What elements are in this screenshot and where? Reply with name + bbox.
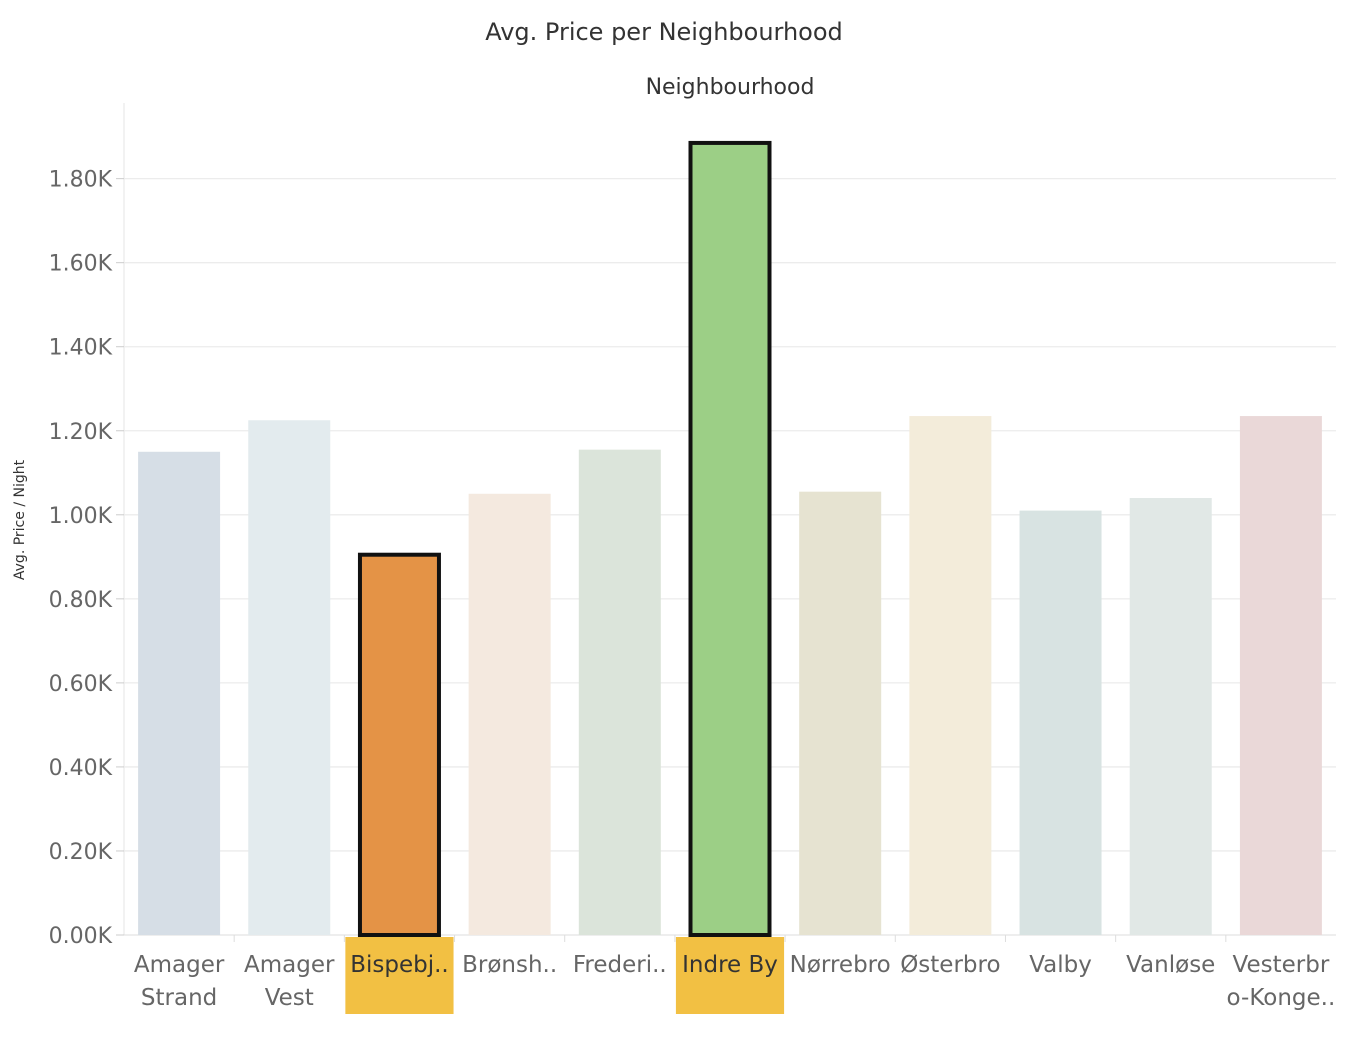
category-label-line: Amager — [134, 952, 225, 978]
bar[interactable] — [468, 493, 551, 935]
y-tick-label: 0.80K — [49, 588, 113, 613]
category-label[interactable]: Amager Strand — [134, 952, 225, 1011]
bar[interactable] — [1239, 416, 1322, 935]
y-tick-label: 1.60K — [49, 252, 113, 277]
y-tick-label: 1.40K — [49, 336, 113, 361]
y-axis-title: Avg. Price / Night — [12, 459, 28, 580]
category-label-line: Indre By — [682, 952, 778, 978]
category-label-line: Vest — [265, 985, 314, 1011]
category-label[interactable]: Indre By — [682, 952, 778, 978]
category-label-line: Østerbro — [900, 952, 1000, 978]
bar[interactable] — [138, 451, 221, 935]
category-label[interactable]: Brønsh.. — [462, 952, 557, 978]
y-axis: 0.00K 0.20K 0.40K 0.60K 0.80K 1.00K 1.20K 1.40K… — [49, 168, 124, 949]
category-label-line: Amager — [244, 952, 335, 978]
bar[interactable] — [799, 491, 882, 935]
y-tick-label: 0.00K — [49, 924, 113, 949]
category-label-line: Valby — [1029, 952, 1092, 978]
bar[interactable] — [688, 140, 772, 937]
category-label[interactable]: Valby — [1029, 952, 1092, 978]
bars — [138, 140, 1322, 937]
column-header-label: Neighbourhood — [646, 75, 815, 100]
bar[interactable] — [909, 416, 992, 935]
bar[interactable] — [1019, 510, 1102, 935]
chart-title: Avg. Price per Neighbourhood — [485, 18, 843, 46]
category-label-line: Bispebj.. — [350, 952, 449, 978]
category-label[interactable]: Frederi.. — [573, 952, 667, 978]
category-label-line: Vesterbr — [1233, 952, 1330, 978]
x-axis: Amager Strand Amager Vest Bispebj.. Brønsh.. F… — [134, 935, 1335, 1014]
category-label[interactable]: Vanløse — [1126, 952, 1215, 978]
bar[interactable] — [248, 420, 331, 935]
category-label[interactable]: Østerbro — [900, 952, 1000, 978]
category-label[interactable]: Bispebj.. — [350, 952, 449, 978]
category-label-highlight — [345, 937, 454, 1014]
y-tick-label: 0.60K — [49, 672, 113, 697]
category-label-line: Vanløse — [1126, 952, 1215, 978]
category-label-line: Strand — [141, 985, 217, 1011]
y-tick-label: 1.80K — [49, 168, 113, 193]
category-label-line: Frederi.. — [573, 952, 667, 978]
category-label-line: o-Konge.. — [1227, 985, 1336, 1011]
bar[interactable] — [1129, 497, 1212, 935]
category-label[interactable]: Amager Vest — [244, 952, 335, 1011]
category-label-highlight — [675, 937, 785, 1014]
y-tick-label: 1.00K — [49, 504, 113, 529]
category-label-line: Nørrebro — [790, 952, 891, 978]
bar[interactable] — [357, 552, 441, 937]
category-label[interactable]: Nørrebro — [790, 952, 891, 978]
category-label-line: Brønsh.. — [462, 952, 557, 978]
category-label[interactable]: Vesterbr o-Konge.. — [1227, 952, 1336, 1011]
y-tick-label: 1.20K — [49, 420, 113, 445]
y-tick-label: 0.20K — [49, 840, 113, 865]
y-tick-label: 0.40K — [49, 756, 113, 781]
bar[interactable] — [578, 449, 661, 935]
